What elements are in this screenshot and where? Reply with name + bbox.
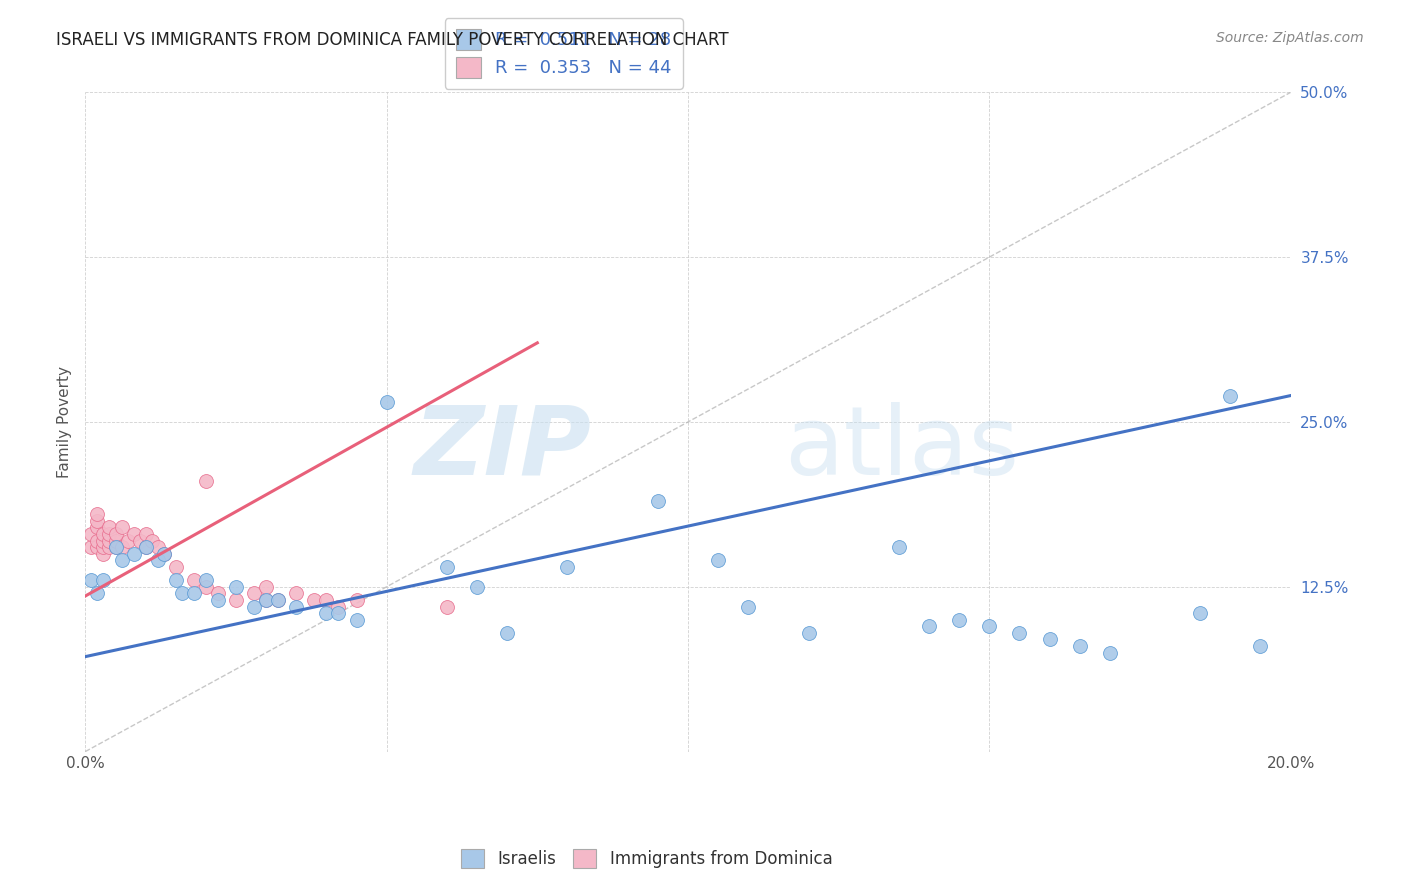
Point <box>797 626 820 640</box>
Point <box>86 586 108 600</box>
Point <box>647 494 669 508</box>
Point <box>98 533 121 548</box>
Point <box>707 553 730 567</box>
Point <box>152 547 174 561</box>
Point <box>557 560 579 574</box>
Point <box>183 586 205 600</box>
Point <box>304 593 326 607</box>
Point <box>165 560 187 574</box>
Point <box>86 514 108 528</box>
Point <box>98 527 121 541</box>
Point <box>86 533 108 548</box>
Point <box>436 560 458 574</box>
Point <box>346 613 368 627</box>
Point <box>207 593 229 607</box>
Point <box>254 593 277 607</box>
Point <box>135 527 157 541</box>
Text: ISRAELI VS IMMIGRANTS FROM DOMINICA FAMILY POVERTY CORRELATION CHART: ISRAELI VS IMMIGRANTS FROM DOMINICA FAMI… <box>56 31 728 49</box>
Point <box>141 533 163 548</box>
Point <box>86 507 108 521</box>
Point <box>243 586 266 600</box>
Point <box>285 599 308 614</box>
Point <box>887 540 910 554</box>
Point <box>86 520 108 534</box>
Point <box>328 606 350 620</box>
Point <box>1069 639 1091 653</box>
Point <box>93 573 115 587</box>
Point <box>170 586 193 600</box>
Point <box>98 520 121 534</box>
Text: Source: ZipAtlas.com: Source: ZipAtlas.com <box>1216 31 1364 45</box>
Point <box>207 586 229 600</box>
Text: ZIP: ZIP <box>413 401 592 495</box>
Point <box>122 527 145 541</box>
Point <box>93 527 115 541</box>
Point <box>465 580 488 594</box>
Point <box>146 540 169 554</box>
Point <box>135 540 157 554</box>
Point <box>436 599 458 614</box>
Point <box>375 395 398 409</box>
Point <box>165 573 187 587</box>
Point <box>315 593 337 607</box>
Point <box>183 573 205 587</box>
Point <box>979 619 1001 633</box>
Point <box>122 547 145 561</box>
Point <box>194 580 217 594</box>
Point <box>948 613 970 627</box>
Point <box>98 540 121 554</box>
Point <box>93 540 115 554</box>
Point <box>93 533 115 548</box>
Point <box>737 599 759 614</box>
Point <box>194 475 217 489</box>
Point <box>225 580 247 594</box>
Point <box>146 553 169 567</box>
Point <box>104 540 127 554</box>
Point <box>496 626 519 640</box>
Y-axis label: Family Poverty: Family Poverty <box>58 366 72 478</box>
Point <box>110 540 132 554</box>
Point <box>1098 646 1121 660</box>
Point <box>315 606 337 620</box>
Point <box>135 540 157 554</box>
Point <box>254 593 277 607</box>
Point <box>110 520 132 534</box>
Point <box>80 527 103 541</box>
Point <box>104 533 127 548</box>
Legend: Israelis, Immigrants from Dominica: Israelis, Immigrants from Dominica <box>454 842 839 875</box>
Point <box>128 533 150 548</box>
Point <box>328 599 350 614</box>
Point <box>117 533 139 548</box>
Point <box>104 527 127 541</box>
Point <box>194 573 217 587</box>
Text: atlas: atlas <box>785 401 1019 495</box>
Point <box>1008 626 1031 640</box>
Point <box>267 593 290 607</box>
Point <box>346 593 368 607</box>
Point <box>1219 388 1241 402</box>
Point <box>1249 639 1271 653</box>
Point <box>80 540 103 554</box>
Point <box>225 593 247 607</box>
Point <box>80 573 103 587</box>
Point <box>110 553 132 567</box>
Point <box>1189 606 1212 620</box>
Point <box>267 593 290 607</box>
Point <box>285 586 308 600</box>
Point <box>243 599 266 614</box>
Point <box>104 540 127 554</box>
Point <box>1038 632 1060 647</box>
Point <box>918 619 941 633</box>
Point <box>93 547 115 561</box>
Point <box>86 540 108 554</box>
Point <box>152 547 174 561</box>
Point <box>254 580 277 594</box>
